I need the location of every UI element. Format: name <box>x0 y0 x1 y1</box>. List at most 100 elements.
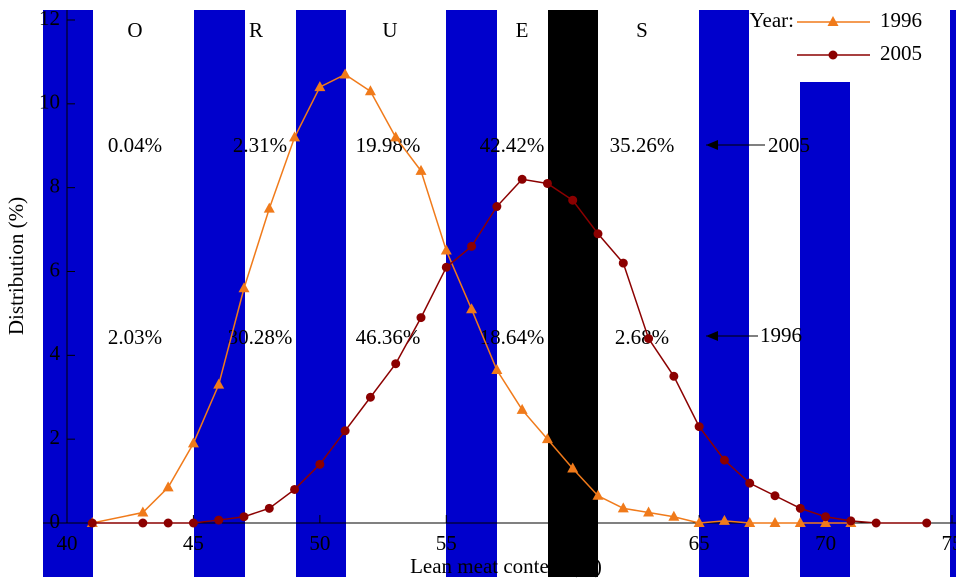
marker <box>239 512 249 522</box>
marker <box>263 202 275 213</box>
arrows <box>706 140 765 341</box>
marker <box>87 518 97 528</box>
marker <box>846 516 856 526</box>
marker <box>618 258 628 268</box>
marker <box>517 174 527 184</box>
marker <box>871 518 881 528</box>
y-tick-label: 4 <box>50 341 61 365</box>
arrow-label: 2005 <box>768 133 810 157</box>
share-2005: 2.31% <box>233 133 287 157</box>
class-label: U <box>382 18 397 42</box>
marker <box>315 459 325 469</box>
x-tick-label: 55 <box>436 531 457 555</box>
band <box>950 10 956 577</box>
band <box>699 10 749 577</box>
marker <box>163 518 173 528</box>
y-tick-label: 10 <box>39 90 60 114</box>
y-axis-label: Distribution (%) <box>4 197 28 335</box>
marker <box>922 518 932 528</box>
marker <box>290 484 300 494</box>
marker <box>137 506 149 517</box>
arrow-head <box>706 331 718 341</box>
class-label: O <box>127 18 142 42</box>
marker <box>718 514 730 525</box>
band <box>296 10 346 577</box>
legend-title: Year: <box>749 8 794 32</box>
y-tick-label: 0 <box>50 509 61 533</box>
marker <box>390 131 402 142</box>
x-tick-label: 70 <box>815 531 836 555</box>
marker <box>592 489 604 500</box>
marker <box>314 81 326 92</box>
share-1996: 46.36% <box>356 325 421 349</box>
marker <box>391 359 401 369</box>
marker <box>669 371 679 381</box>
legend-label: 2005 <box>880 41 922 65</box>
share-2005: 42.42% <box>480 133 545 157</box>
share-1996: 2.03% <box>108 325 162 349</box>
marker <box>668 510 680 521</box>
marker <box>770 491 780 501</box>
marker <box>440 244 452 255</box>
marker <box>416 313 426 323</box>
marker <box>188 518 198 528</box>
band <box>43 10 93 577</box>
class-label: R <box>249 18 263 42</box>
legend-label: 1996 <box>880 8 922 32</box>
marker <box>795 503 805 513</box>
arrow-label: 1996 <box>760 323 802 347</box>
marker <box>238 282 250 293</box>
share-2005: 0.04% <box>108 133 162 157</box>
band <box>548 10 598 577</box>
x-axis-label: Lean meat content (%) <box>410 554 602 578</box>
x-tick-label: 60 <box>562 531 583 555</box>
marker <box>466 303 478 314</box>
class-label: S <box>636 18 648 42</box>
x-tick-label: 65 <box>689 531 710 555</box>
marker <box>821 512 831 522</box>
marker <box>719 455 729 465</box>
marker <box>339 68 351 79</box>
y-tick-label: 6 <box>50 257 61 281</box>
marker <box>541 433 553 444</box>
marker <box>693 517 705 527</box>
marker <box>289 131 301 142</box>
marker <box>162 481 174 492</box>
marker <box>744 517 756 527</box>
marker <box>491 364 503 375</box>
marker <box>567 462 579 473</box>
marker <box>794 517 806 527</box>
marker <box>213 378 225 389</box>
x-tick-label: 45 <box>183 531 204 555</box>
band <box>194 10 245 577</box>
marker <box>617 502 629 513</box>
y-tick-label: 2 <box>50 425 61 449</box>
marker <box>364 85 376 96</box>
marker <box>467 241 477 251</box>
marker <box>568 195 578 205</box>
marker <box>441 262 451 272</box>
marker <box>138 518 148 528</box>
marker <box>542 178 552 188</box>
marker <box>187 437 199 448</box>
marker <box>769 517 781 527</box>
marker <box>264 503 274 513</box>
marker <box>828 50 838 60</box>
band <box>446 10 497 577</box>
x-tick-label: 75 <box>942 531 956 555</box>
marker <box>415 164 427 175</box>
share-2005: 19.98% <box>356 133 421 157</box>
band <box>800 82 850 577</box>
marker <box>643 506 655 517</box>
x-tick-label: 40 <box>57 531 78 555</box>
marker <box>492 202 502 212</box>
x-tick-label: 50 <box>309 531 330 555</box>
share-2005: 35.26% <box>610 133 675 157</box>
marker <box>820 517 832 527</box>
y-tick-label: 8 <box>50 173 61 197</box>
share-1996: 2.68% <box>615 325 669 349</box>
share-1996: 30.28% <box>228 325 293 349</box>
marker <box>365 392 375 402</box>
marker <box>340 426 350 436</box>
arrow-head <box>706 140 718 150</box>
